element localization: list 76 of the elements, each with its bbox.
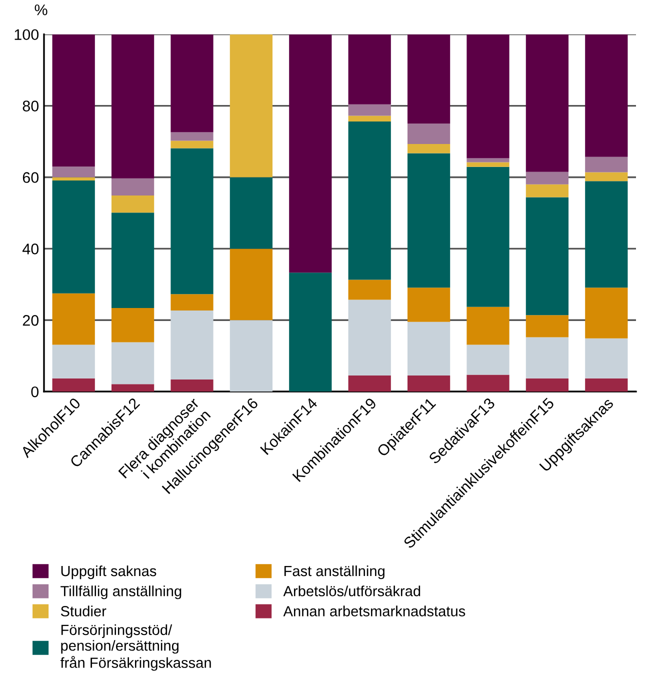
- y-tick-label: 40: [22, 244, 39, 254]
- bar: [111, 308, 154, 342]
- bar: [585, 34, 628, 157]
- bar: [585, 288, 628, 338]
- legend-label: Arbetslös/utförsäkrad: [283, 586, 420, 596]
- bar: [289, 34, 332, 273]
- bar: [466, 162, 510, 167]
- bar: [526, 184, 569, 198]
- bar: [170, 310, 214, 380]
- legend-label: Annan arbetsmarknadstatus: [283, 606, 466, 616]
- bar: [230, 34, 273, 178]
- legend-label: Tillfällig anställning: [60, 586, 182, 600]
- bar: [348, 280, 391, 300]
- y-tick-label: 60: [22, 172, 39, 183]
- bar: [348, 34, 391, 104]
- bar: [111, 384, 154, 392]
- bar: [111, 212, 154, 308]
- bar: [407, 288, 450, 322]
- bar: [170, 148, 214, 294]
- y-tick-label: 20: [22, 315, 39, 326]
- bar: [526, 34, 569, 172]
- bar: [52, 293, 95, 345]
- bar: [348, 104, 391, 116]
- bar: [526, 172, 569, 184]
- bar: [585, 172, 628, 182]
- bar: [526, 337, 569, 378]
- bar: [585, 378, 628, 392]
- bar: [230, 320, 273, 392]
- bar: [289, 272, 332, 392]
- y-tick-label: 80: [22, 100, 39, 112]
- legend-label: Uppgift saknas: [61, 565, 156, 580]
- bar: [348, 116, 391, 122]
- bar: [230, 248, 273, 320]
- bar: [526, 378, 569, 392]
- bar: [111, 342, 154, 384]
- bar: [407, 144, 450, 154]
- bar: [52, 166, 95, 178]
- bar: [466, 158, 510, 162]
- bar: [52, 177, 95, 180]
- legend-label: Fast anställning: [284, 565, 384, 580]
- bar: [407, 376, 450, 392]
- legend-label: Studier: [60, 606, 106, 616]
- bar: [52, 34, 95, 167]
- bar: [52, 378, 95, 392]
- bar: [111, 34, 154, 178]
- bar: [407, 124, 450, 144]
- bar: [585, 181, 628, 288]
- bar: [407, 153, 450, 288]
- bar: [466, 34, 510, 158]
- bar: [230, 177, 273, 249]
- bar: [111, 178, 154, 196]
- bar: [585, 156, 628, 172]
- bar: [585, 338, 628, 378]
- y-axis-title: %: [34, 4, 48, 16]
- bar: [348, 376, 391, 392]
- bar: [52, 180, 95, 294]
- bar: [526, 197, 569, 316]
- bar: [348, 300, 391, 376]
- bar: [466, 344, 510, 375]
- bar: [170, 34, 214, 132]
- bar: [526, 315, 569, 338]
- bar: [111, 195, 154, 213]
- bar: [170, 294, 214, 310]
- bar: [466, 306, 510, 345]
- bar: [170, 140, 214, 148]
- y-tick-label: 0: [31, 386, 39, 398]
- bar: [407, 34, 450, 124]
- bar: [170, 132, 214, 141]
- bar: [348, 122, 391, 280]
- bar: [466, 166, 510, 307]
- bar: [407, 322, 450, 376]
- bar: [466, 374, 510, 392]
- bar: [52, 344, 95, 378]
- legend-label: Försörjningsstöd/ pension/ersättning från Försäkringskassan: [60, 624, 211, 671]
- y-tick-label: 100: [14, 29, 39, 40]
- bar: [170, 379, 214, 392]
